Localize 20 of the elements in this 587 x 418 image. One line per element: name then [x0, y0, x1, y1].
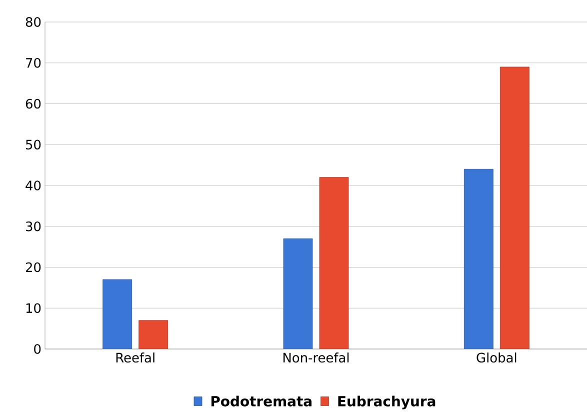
bar	[102, 279, 132, 349]
bar	[500, 66, 530, 349]
y-tick-label: 60	[26, 98, 41, 109]
y-tick-label: 80	[26, 17, 41, 27]
bar	[464, 168, 494, 349]
x-tick-label: Non-reefal	[283, 352, 349, 363]
y-tick-label: 20	[26, 262, 41, 272]
y-tick-label: 40	[26, 180, 41, 190]
bar	[319, 177, 349, 349]
y-tick-label: 0	[34, 344, 41, 354]
y-tick-label: 10	[26, 303, 41, 314]
y-tick-label: 50	[26, 140, 41, 150]
y-tick-label: 70	[26, 58, 41, 68]
bar	[138, 320, 168, 349]
legend-label: Podotremata	[211, 396, 312, 406]
x-tick-label: Global	[476, 352, 516, 363]
y-tick-label: 30	[26, 221, 41, 232]
bar	[283, 238, 313, 349]
legend-label: Eubrachyura	[338, 396, 436, 410]
x-tick-label: Reefal	[116, 352, 154, 363]
